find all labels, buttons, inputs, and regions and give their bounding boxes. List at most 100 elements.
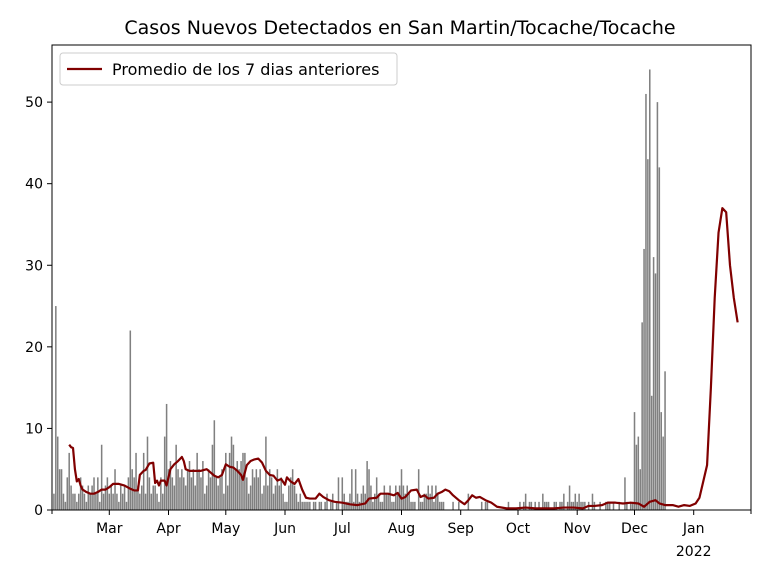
bar bbox=[507, 501, 510, 510]
bar bbox=[77, 493, 80, 510]
bar bbox=[265, 436, 267, 510]
bars-layer bbox=[53, 69, 666, 511]
bar bbox=[148, 477, 151, 510]
bar bbox=[238, 469, 240, 510]
bar bbox=[545, 501, 548, 510]
bar bbox=[268, 469, 271, 510]
bar bbox=[263, 485, 265, 510]
bar bbox=[437, 493, 439, 510]
bar bbox=[110, 485, 112, 510]
bar bbox=[286, 501, 288, 510]
bar bbox=[553, 501, 556, 510]
bar bbox=[162, 493, 164, 510]
bar bbox=[251, 469, 254, 510]
bar bbox=[618, 501, 620, 510]
bar bbox=[396, 493, 399, 510]
x-tick-label: Jun bbox=[273, 521, 296, 537]
bar bbox=[417, 469, 420, 510]
bar bbox=[207, 469, 210, 510]
bar bbox=[542, 493, 544, 510]
bar bbox=[259, 469, 261, 510]
bar bbox=[129, 330, 132, 510]
bar bbox=[280, 477, 282, 510]
bar bbox=[652, 257, 655, 510]
bar bbox=[141, 485, 143, 510]
bar bbox=[139, 493, 141, 510]
bar bbox=[612, 501, 615, 510]
bar bbox=[580, 501, 582, 510]
bar bbox=[276, 469, 279, 510]
bar bbox=[213, 420, 216, 510]
bar bbox=[568, 485, 571, 510]
bar bbox=[559, 501, 561, 510]
chart-title: Casos Nuevos Detectados en San Martin/To… bbox=[124, 17, 675, 39]
bar bbox=[395, 485, 397, 510]
bar bbox=[98, 501, 101, 510]
bar bbox=[633, 412, 636, 510]
bar bbox=[144, 493, 147, 510]
bar bbox=[72, 493, 74, 510]
bar bbox=[234, 469, 237, 510]
bar bbox=[246, 477, 248, 510]
x-year-label: 2022 bbox=[676, 544, 712, 560]
bar bbox=[452, 501, 454, 510]
bar bbox=[410, 501, 412, 510]
bar bbox=[626, 501, 628, 510]
bar bbox=[543, 501, 546, 510]
bar bbox=[635, 444, 638, 510]
bar bbox=[366, 461, 368, 510]
bar bbox=[435, 485, 437, 510]
bar bbox=[158, 501, 160, 510]
bar bbox=[274, 485, 277, 510]
bar bbox=[163, 436, 166, 510]
bar bbox=[641, 322, 643, 510]
legend-label-average: Promedio de los 7 dias anteriores bbox=[112, 60, 379, 79]
x-tick-label: Sep bbox=[448, 521, 475, 537]
bar bbox=[643, 248, 645, 510]
bar bbox=[215, 477, 218, 510]
bar bbox=[578, 493, 580, 510]
bar bbox=[169, 461, 172, 510]
bar bbox=[423, 493, 426, 510]
bar bbox=[330, 501, 332, 510]
bar bbox=[314, 501, 317, 510]
bar bbox=[576, 501, 578, 510]
bar bbox=[534, 501, 536, 510]
bar bbox=[66, 477, 69, 510]
bar bbox=[91, 485, 93, 510]
bar bbox=[352, 501, 355, 510]
bar bbox=[74, 493, 76, 510]
bar bbox=[125, 501, 128, 510]
bar bbox=[146, 436, 149, 510]
average-line bbox=[68, 207, 739, 510]
bar bbox=[272, 493, 275, 510]
bar bbox=[198, 469, 200, 510]
bar bbox=[425, 493, 428, 510]
bar bbox=[320, 501, 323, 510]
bar bbox=[570, 501, 573, 510]
bar bbox=[249, 485, 252, 510]
bar bbox=[284, 501, 286, 510]
bar bbox=[217, 485, 219, 510]
bar bbox=[194, 485, 196, 510]
bar bbox=[391, 501, 393, 510]
bar bbox=[522, 501, 525, 510]
bar bbox=[398, 485, 401, 510]
bar bbox=[188, 461, 191, 510]
bar bbox=[58, 469, 61, 510]
bar bbox=[236, 461, 239, 510]
bar bbox=[389, 485, 391, 510]
bar bbox=[351, 469, 353, 510]
y-tick-label: 30 bbox=[25, 258, 43, 274]
bar bbox=[192, 469, 195, 510]
x-tick-label: May bbox=[211, 521, 240, 537]
bar bbox=[343, 493, 345, 510]
bar bbox=[307, 501, 309, 510]
bar bbox=[412, 501, 414, 510]
x-tick-label: Jul bbox=[333, 521, 351, 537]
bar bbox=[442, 501, 445, 510]
x-tick-label: Nov bbox=[564, 521, 591, 537]
bar bbox=[282, 493, 284, 510]
bar bbox=[561, 501, 563, 510]
